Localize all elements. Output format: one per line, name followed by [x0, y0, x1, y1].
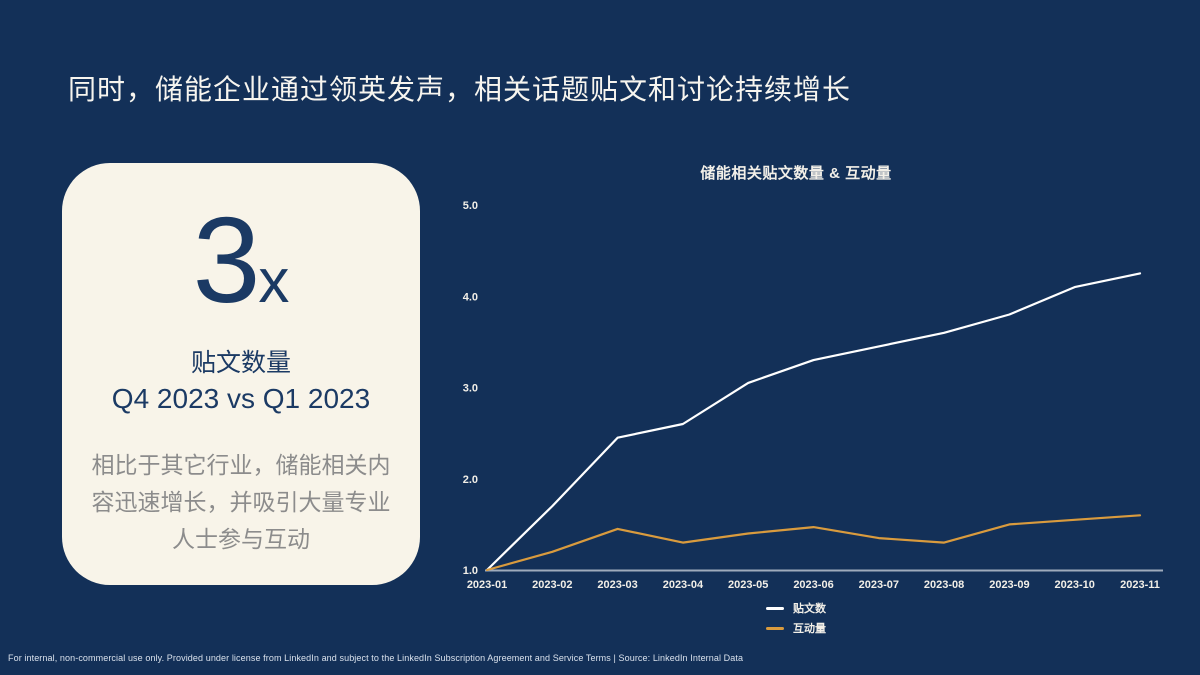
- slide-title: 同时，储能企业通过领英发声，相关话题贴文和讨论持续增长: [68, 74, 852, 105]
- footer-disclaimer: For internal, non-commercial use only. P…: [8, 653, 744, 663]
- chart-region: 储能相关贴文数量 & 互动量 1.0 2.0 3.0 4.0 5.0 2023-01 202…: [440, 150, 1180, 650]
- x-tick-label: 2023-06: [793, 579, 833, 591]
- y-tick-label: 3.0: [463, 383, 478, 395]
- x-tick-label: 2023-07: [859, 579, 899, 591]
- legend-swatch-icon: [766, 626, 784, 630]
- y-tick-label: 2.0: [463, 474, 478, 486]
- stat-label: 贴文数量: [190, 349, 291, 377]
- x-tick-label: 2023-05: [728, 579, 768, 591]
- stat-suffix: x: [258, 247, 290, 316]
- chart-legend: 贴文数 互动量: [440, 600, 1152, 636]
- y-tick-label: 5.0: [463, 200, 478, 212]
- legend-label: 互动量: [793, 623, 826, 635]
- x-tick-label: 2023-11: [1120, 579, 1160, 591]
- x-tick-label: 2023-09: [989, 579, 1029, 591]
- legend-swatch-icon: [766, 606, 784, 610]
- legend-item-1: 互动量: [766, 620, 826, 636]
- y-tick-label: 1.0: [463, 565, 478, 577]
- legend-label: 贴文数: [793, 603, 826, 615]
- chart-canvas: 1.0 2.0 3.0 4.0 5.0 2023-01 2023-02 2023-03 2023…: [463, 200, 1163, 591]
- card-description: 相比于其它行业，储能相关内容迅速增长，并吸引大量专业人士参与互动: [91, 451, 391, 553]
- x-tick-label: 2023-10: [1055, 579, 1095, 591]
- stat-value: 3: [192, 192, 261, 328]
- x-tick-label: 2023-04: [663, 579, 704, 591]
- series-line-1: [485, 514, 1142, 572]
- y-tick-label: 4.0: [463, 291, 478, 303]
- x-tick-label: 2023-08: [924, 579, 964, 591]
- legend-item-0: 贴文数: [766, 600, 826, 616]
- highlight-card: 3x 贴文数量 Q4 2023 vs Q1 2023 相比于其它行业，储能相关内…: [62, 163, 420, 585]
- stat-comparison-label: Q4 2023 vs Q1 2023: [111, 382, 371, 414]
- x-tick-label: 2023-01: [467, 579, 507, 591]
- x-tick-label: 2023-02: [532, 579, 572, 591]
- chart-title: 储能相关贴文数量 & 互动量: [700, 165, 892, 182]
- stat-multiplier: 3x: [62, 199, 420, 321]
- x-tick-label: 2023-03: [597, 579, 637, 591]
- series-line-0: [485, 272, 1142, 572]
